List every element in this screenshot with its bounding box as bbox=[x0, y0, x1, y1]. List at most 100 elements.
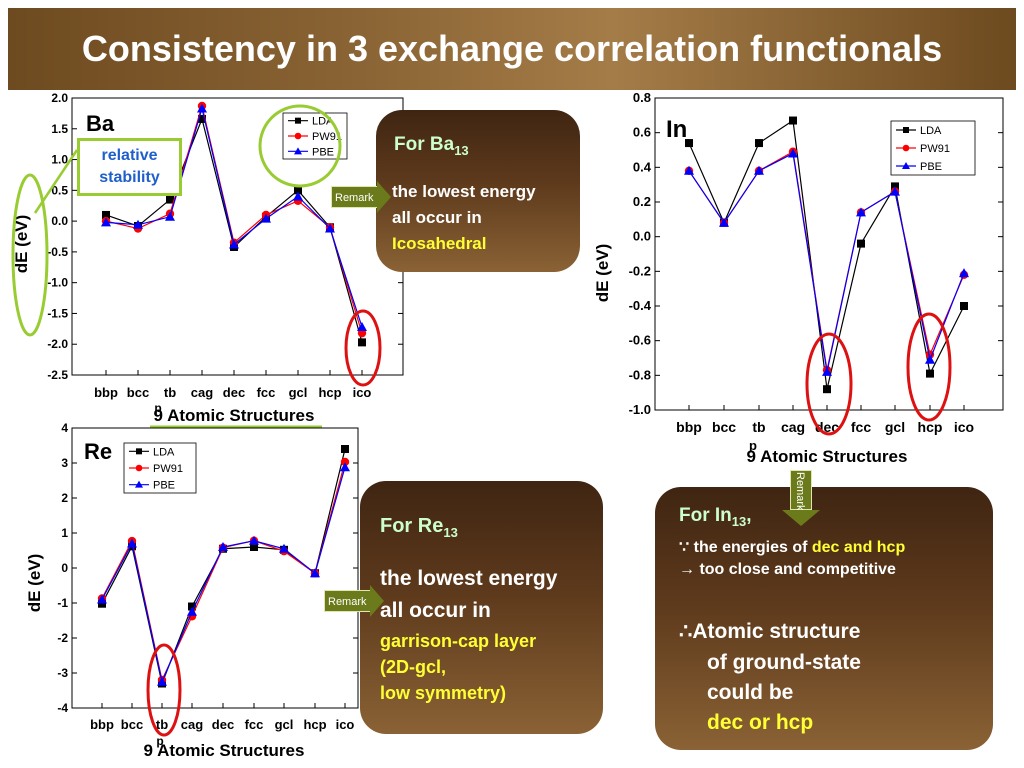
in-box-heading-text: For In bbox=[679, 505, 732, 526]
re-series-line-pbe bbox=[101, 467, 346, 684]
in-box-line: ∴Atomic structure bbox=[679, 620, 861, 643]
in-point-lda bbox=[960, 302, 968, 310]
ba-point-pbe bbox=[133, 219, 143, 229]
remark-arrow-tip bbox=[370, 585, 384, 617]
re-box-heading: For Re13 bbox=[380, 515, 458, 540]
ba-point-pbe bbox=[101, 217, 111, 227]
re-box-line: garrison-cap layer bbox=[380, 631, 537, 651]
stability-connector-line bbox=[33, 149, 79, 214]
re-y-tick-label: 1 bbox=[61, 526, 68, 540]
re-legend-label: LDA bbox=[153, 446, 175, 458]
re-x-tick-label: dec bbox=[212, 717, 234, 732]
ba-y-tick-label: -0.5 bbox=[47, 245, 68, 259]
in-point-pbe bbox=[719, 217, 729, 227]
re-box-line: low symmetry) bbox=[380, 683, 507, 703]
re-y-tick-label: 0 bbox=[61, 561, 68, 575]
ba-legend-marker bbox=[295, 117, 301, 124]
ba-x-tick-label: ico bbox=[353, 385, 372, 400]
ba-legend-label: PW91 bbox=[312, 131, 342, 143]
in-x-tick-label: hcp bbox=[918, 419, 943, 435]
ba-box-heading-sub: 13 bbox=[454, 142, 469, 158]
in-legend-marker bbox=[903, 127, 909, 133]
ba-ico-highlight-ellipse bbox=[344, 309, 382, 387]
in-y-tick-label: -0.4 bbox=[629, 298, 652, 313]
ba-point-lda bbox=[166, 195, 174, 204]
in-y-tick-label: 0.2 bbox=[633, 194, 651, 209]
in-info-box: For In13, ∵ the energies of dec and hcp … bbox=[655, 487, 993, 750]
stability-label-line1: relative bbox=[101, 147, 158, 164]
in-y-axis-title: dE (eV) bbox=[593, 244, 612, 303]
ba-y-tick-label: 0.5 bbox=[51, 183, 68, 197]
re-legend-label: PW91 bbox=[153, 463, 183, 475]
in-legend-marker bbox=[902, 162, 910, 169]
in-legend-label: PBE bbox=[920, 161, 942, 173]
ba-box-heading-text: For Ba bbox=[394, 134, 455, 155]
re-point-pw91 bbox=[340, 457, 350, 467]
ba-y-tick-label: -2.0 bbox=[47, 337, 68, 351]
in-y-tick-label: -0.8 bbox=[629, 367, 651, 382]
ba-y-tick-label: -1.5 bbox=[47, 306, 68, 320]
ba-y-axis-title: dE (eV) bbox=[12, 215, 31, 274]
in-box-line: → too close and competitive bbox=[679, 561, 896, 578]
re-element-label: Re bbox=[84, 439, 112, 464]
ba-point-lda bbox=[358, 338, 366, 347]
ba-point-lda bbox=[294, 186, 302, 195]
in-x-tick-label: tb bbox=[752, 419, 765, 435]
ba-box-heading: For Ba13 bbox=[394, 134, 469, 158]
re-legend-marker bbox=[135, 464, 143, 472]
re-point-pbe bbox=[279, 543, 289, 553]
ba-x-tick-label: cag bbox=[191, 385, 213, 400]
re-box-line: all occur in bbox=[380, 599, 491, 622]
in-legend-label: LDA bbox=[920, 125, 942, 137]
ba-point-pbe bbox=[165, 211, 175, 221]
ba-info-box: For Ba13 the lowest energy all occur in … bbox=[376, 110, 580, 272]
ba-point-pw91 bbox=[357, 328, 367, 338]
in-x-tick-label: ico bbox=[954, 419, 974, 435]
ba-x-tick-fragment: p bbox=[154, 401, 161, 415]
in-point-pbe bbox=[684, 165, 694, 175]
ba-y-tick-label: 0.0 bbox=[51, 214, 68, 228]
in-point-lda bbox=[857, 239, 865, 248]
in-box-line: ∵ the energies of dec and hcp bbox=[679, 537, 905, 557]
in-point-lda bbox=[685, 139, 693, 148]
in-point-pbe bbox=[754, 165, 764, 175]
re-x-tick-label: ico bbox=[336, 717, 355, 732]
ba-point-pbe bbox=[357, 321, 367, 331]
re-box-heading-text: For Re bbox=[380, 515, 444, 537]
remark-label: Remark bbox=[324, 590, 371, 612]
re-y-tick-label: 4 bbox=[61, 421, 68, 435]
ba-x-tick-label: hcp bbox=[318, 385, 341, 400]
re-x-tick-label: bbp bbox=[90, 717, 114, 732]
remark-arrow-tip bbox=[782, 510, 820, 526]
in-y-tick-label: 0.4 bbox=[633, 159, 652, 174]
re-y-tick-label: 2 bbox=[61, 491, 68, 505]
re-point-pbe bbox=[157, 676, 167, 686]
relative-stability-callout: relative stability bbox=[77, 138, 182, 196]
re-y-tick-label: -3 bbox=[57, 666, 68, 680]
in-point-lda bbox=[789, 116, 797, 125]
in-point-pbe bbox=[788, 148, 798, 158]
in-x-tick-label: cag bbox=[781, 419, 805, 435]
ba-box-line: the lowest energy bbox=[392, 182, 536, 201]
ba-point-pbe bbox=[197, 103, 207, 113]
re-x-tick-label: gcl bbox=[275, 717, 294, 732]
re-x-tick-fragment: p bbox=[156, 734, 163, 748]
re-point-lda bbox=[341, 445, 349, 453]
in-y-tick-label: 0.0 bbox=[633, 229, 651, 244]
re-y-axis-title: dE (eV) bbox=[25, 554, 44, 613]
re-x-tick-label: cag bbox=[181, 717, 203, 732]
title-bar: Consistency in 3 exchange correlation fu… bbox=[8, 8, 1016, 90]
ba-legend-marker bbox=[294, 132, 302, 140]
remark-label: Remark bbox=[794, 472, 806, 511]
ba-yaxis-highlight-ellipse bbox=[11, 173, 49, 337]
re-box-heading-sub: 13 bbox=[443, 525, 458, 540]
ba-x-tick-label: fcc bbox=[257, 385, 276, 400]
re-point-lda bbox=[188, 602, 196, 611]
ba-box-line: all occur in bbox=[392, 208, 482, 227]
re-x-tick-label: hcp bbox=[303, 717, 326, 732]
ba-point-pbe bbox=[261, 213, 271, 223]
in-box-line: dec or hcp bbox=[707, 711, 814, 734]
ba-point-pbe bbox=[293, 191, 303, 201]
in-point-pbe bbox=[959, 268, 969, 278]
in-element-label: In bbox=[666, 116, 687, 143]
